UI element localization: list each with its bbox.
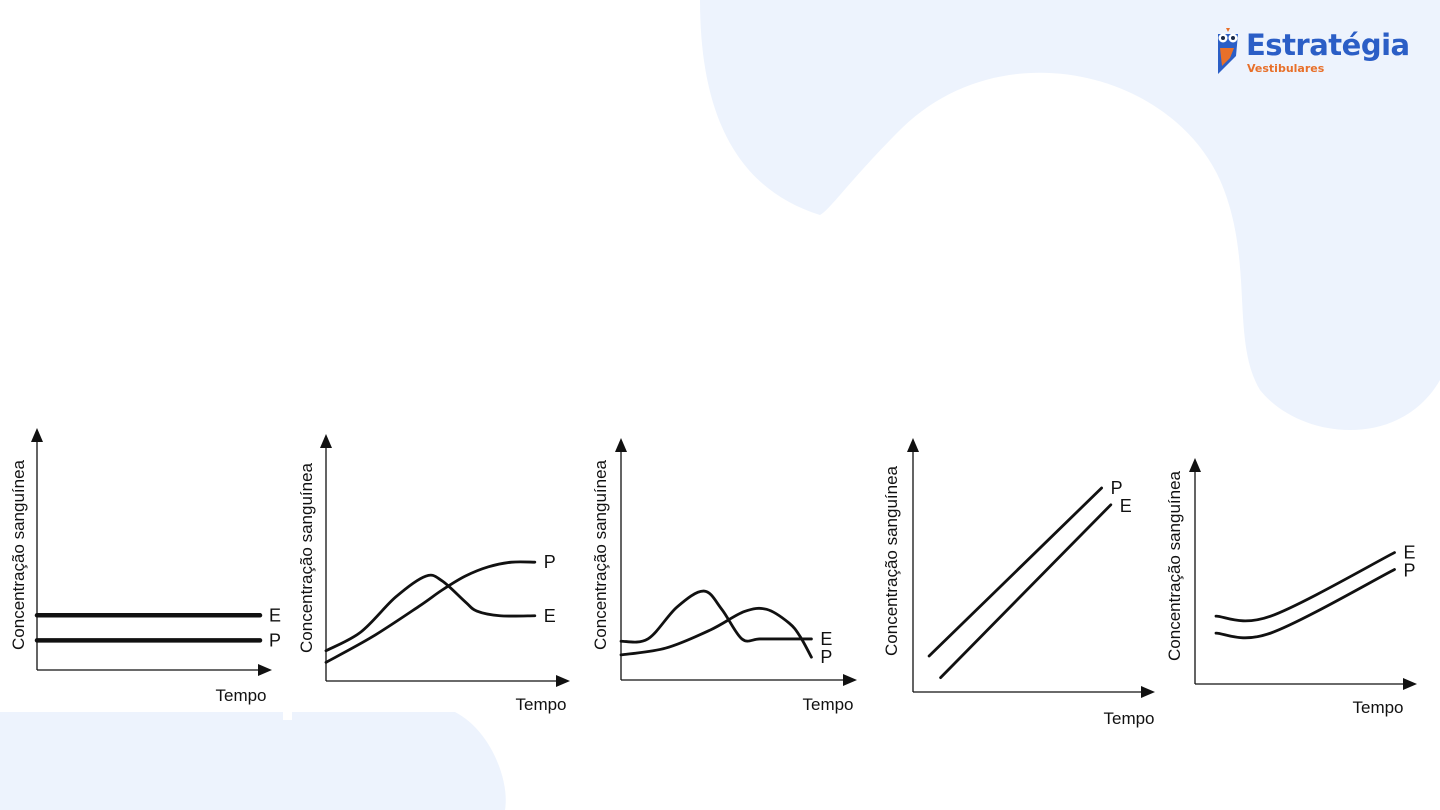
series-label-E: E xyxy=(820,629,832,649)
y-axis-arrow-icon xyxy=(1189,458,1201,472)
series-line-E xyxy=(1214,551,1396,623)
chart-4: Concentração sanguínea Tempo P E xyxy=(877,430,1167,735)
x-axis-arrow-icon xyxy=(1403,678,1417,690)
y-axis-label: Concentração sanguínea xyxy=(882,465,901,656)
chart-3-svg: Concentração sanguínea Tempo EP xyxy=(591,438,857,714)
brand-name: Estratégia xyxy=(1246,28,1410,62)
chart-1: Concentração sanguínea Tempo E P xyxy=(0,420,290,710)
series-label-P: P xyxy=(544,552,556,572)
x-axis-label: Tempo xyxy=(1103,709,1154,728)
x-axis-label: Tempo xyxy=(1352,698,1403,717)
chart-4-svg: Concentração sanguínea Tempo PE xyxy=(882,438,1155,728)
series-label-E: E xyxy=(544,606,556,626)
series-label-E: E xyxy=(1404,543,1416,563)
chart-5-svg: Concentração sanguínea Tempo EP xyxy=(1165,458,1417,717)
owl-icon xyxy=(1218,28,1238,74)
y-axis-label: Concentração sanguínea xyxy=(297,462,316,653)
x-axis-arrow-icon xyxy=(843,674,857,686)
series-label-P: P xyxy=(1404,561,1416,581)
brand-subtitle: Vestibulares xyxy=(1247,62,1325,75)
y-axis-label: Concentração sanguínea xyxy=(591,459,610,650)
chart-2: Concentração sanguínea Tempo P E xyxy=(292,428,582,723)
x-axis-label: Tempo xyxy=(215,686,266,705)
brand-logo: Estratégia Vestibulares xyxy=(1214,26,1414,78)
series-label-P: P xyxy=(269,630,281,650)
series-line-P xyxy=(1214,568,1396,640)
series-label-P: P xyxy=(820,647,832,667)
x-axis-arrow-icon xyxy=(258,664,272,676)
x-axis-arrow-icon xyxy=(556,675,570,687)
x-axis-label: Tempo xyxy=(802,695,853,714)
series-label-E: E xyxy=(1120,496,1132,516)
chart-1-svg: Concentração sanguínea Tempo EP xyxy=(9,428,281,705)
y-axis-arrow-icon xyxy=(907,438,919,452)
y-axis-arrow-icon xyxy=(615,438,627,452)
y-axis-arrow-icon xyxy=(320,434,332,448)
x-axis-arrow-icon xyxy=(1141,686,1155,698)
series-line-P xyxy=(927,486,1103,658)
series-label-E: E xyxy=(269,605,281,625)
y-axis-arrow-icon xyxy=(31,428,43,442)
series-line-P xyxy=(324,560,537,664)
series-label-P: P xyxy=(1111,478,1123,498)
y-axis-label: Concentração sanguínea xyxy=(9,459,28,650)
series-line-E xyxy=(324,573,537,653)
y-axis-label: Concentração sanguínea xyxy=(1165,470,1184,661)
series-line-P xyxy=(619,606,813,659)
series-line-E xyxy=(939,503,1113,679)
series-line-E xyxy=(619,589,813,644)
chart-5: Concentração sanguínea Tempo E P xyxy=(1160,450,1435,725)
x-axis-label: Tempo xyxy=(515,695,566,714)
chart-2-svg: Concentração sanguínea Tempo P E xyxy=(297,434,570,714)
chart-3: Concentração sanguínea Tempo E P xyxy=(585,432,870,722)
